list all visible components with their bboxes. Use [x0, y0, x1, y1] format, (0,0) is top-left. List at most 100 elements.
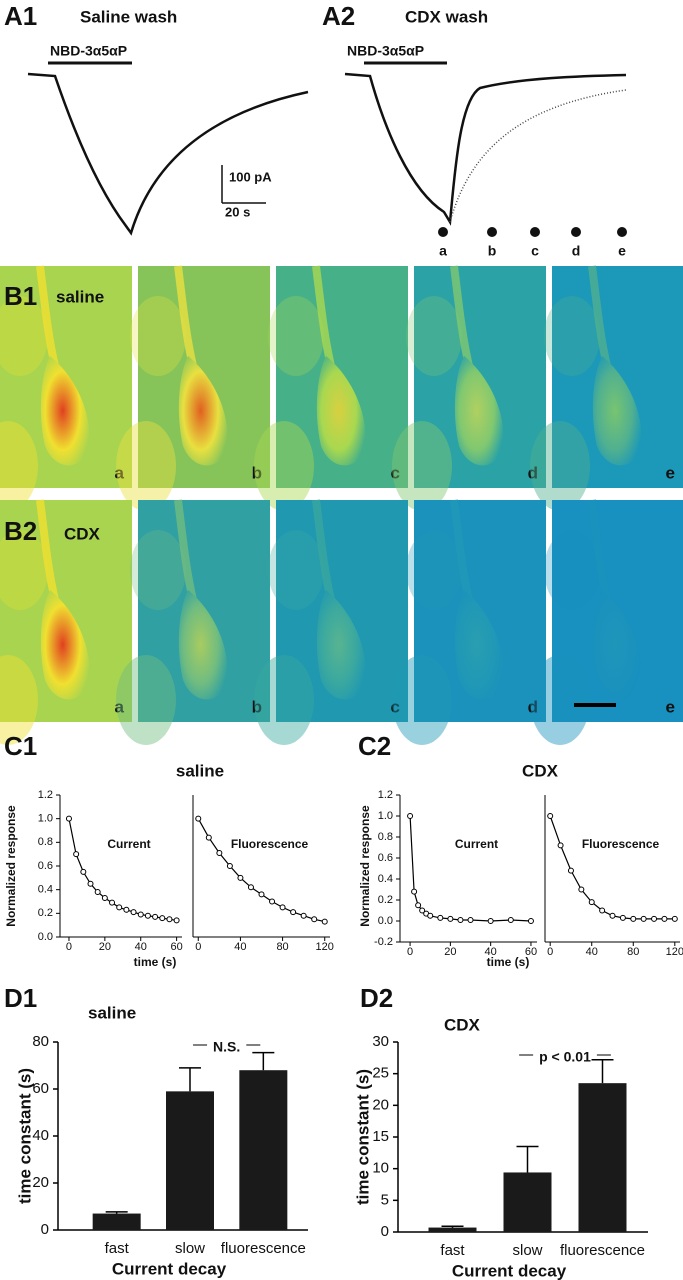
- data-point: [290, 909, 297, 916]
- y-tick-label: 0.0: [378, 915, 393, 927]
- data-point: [144, 912, 151, 919]
- image-frame: c: [254, 265, 408, 511]
- panel-title: CDX: [64, 524, 101, 543]
- neighbour-cell: [116, 421, 176, 511]
- y-tick-label: 60: [32, 1080, 49, 1097]
- panel-label: C1: [4, 731, 37, 761]
- data-point: [73, 851, 80, 858]
- x-axis-label: Current decay: [452, 1261, 567, 1280]
- y-tick-label: 1.2: [378, 789, 393, 801]
- data-point: [216, 849, 223, 856]
- x-tick-label: 80: [627, 946, 639, 958]
- image-frame: e: [530, 265, 683, 511]
- panel-label: C2: [358, 731, 391, 761]
- neurite: [174, 265, 197, 367]
- data-point: [80, 868, 87, 875]
- x-tick-label: fast: [105, 1240, 130, 1257]
- cell-body: [40, 590, 90, 700]
- data-point: [419, 907, 426, 914]
- cell-body: [178, 590, 228, 700]
- data-point: [609, 912, 616, 919]
- data-point: [671, 915, 678, 922]
- x-axis-label: time (s): [487, 955, 530, 969]
- time-point-label: d: [572, 243, 581, 259]
- panel-title: saline: [176, 761, 224, 780]
- time-point-dot: [530, 227, 540, 237]
- data-point: [258, 891, 265, 898]
- neighbour-cell: [530, 655, 590, 745]
- data-point: [640, 915, 647, 922]
- current-trace-saline: [449, 89, 627, 223]
- time-point-dot: [438, 227, 448, 237]
- data-point: [527, 918, 534, 924]
- frame-label: d: [528, 697, 538, 716]
- x-tick-label: 120: [666, 946, 683, 958]
- x-tick-label: 60: [170, 941, 182, 953]
- image-frame: e: [530, 499, 683, 745]
- current-trace: [344, 72, 627, 226]
- y-tick-label: 1.0: [378, 810, 393, 822]
- frame-label: d: [528, 463, 538, 482]
- panel-label: D1: [4, 983, 37, 1013]
- data-point: [247, 884, 254, 891]
- bar: [92, 1213, 141, 1230]
- neighbour-cell: [544, 530, 600, 610]
- y-tick-label: 5: [381, 1191, 389, 1208]
- y-axis-label: Normalized response: [358, 805, 372, 927]
- neurite: [450, 499, 473, 601]
- y-tick-label: 1.2: [38, 789, 53, 801]
- y-axis-label: Normalized response: [4, 805, 18, 927]
- frame-label: b: [252, 697, 262, 716]
- x-tick-label: 20: [99, 941, 111, 953]
- neighbour-cell: [268, 530, 324, 610]
- bar: [239, 1070, 288, 1230]
- data-point: [109, 899, 116, 906]
- data-point: [269, 898, 276, 905]
- data-point: [487, 918, 494, 924]
- cell-body: [178, 356, 228, 466]
- panel-label: A2: [322, 1, 355, 31]
- data-point: [237, 874, 244, 881]
- drug-label: NBD-3α5αP: [347, 43, 424, 59]
- neighbour-cell: [130, 530, 186, 610]
- image-frame: d: [392, 499, 546, 745]
- y-tick-label: 0.8: [378, 831, 393, 843]
- x-tick-label: fluorescence: [560, 1242, 645, 1259]
- fit-line: [68, 818, 177, 921]
- data-point: [130, 909, 137, 916]
- data-point: [411, 888, 418, 895]
- neighbour-cell: [406, 296, 462, 376]
- data-point: [226, 863, 233, 869]
- x-tick-label: 0: [547, 946, 553, 958]
- panel-label: B2: [4, 516, 37, 546]
- x-axis-label: Current decay: [112, 1259, 227, 1278]
- y-tick-label: 0.8: [38, 836, 53, 848]
- cell-body: [40, 356, 90, 466]
- time-point-label: e: [618, 243, 626, 259]
- time-point-label: b: [488, 243, 497, 259]
- x-tick-label: slow: [512, 1242, 542, 1259]
- image-frame: b: [116, 499, 270, 745]
- data-point: [166, 916, 173, 923]
- panel-title: CDX: [522, 761, 559, 780]
- neighbour-cell: [0, 421, 38, 511]
- frame-label: e: [666, 463, 675, 482]
- data-point: [651, 915, 658, 922]
- data-point: [437, 914, 444, 921]
- image-frame: d: [392, 265, 546, 511]
- cell-body: [454, 356, 504, 466]
- x-tick-label: 40: [234, 941, 246, 953]
- y-tick-label: -0.2: [374, 936, 393, 948]
- panel-label: B1: [4, 281, 37, 311]
- panel-label: D2: [360, 983, 393, 1013]
- data-point: [507, 916, 514, 923]
- bar: [578, 1083, 627, 1232]
- y-tick-label: 25: [372, 1065, 389, 1082]
- data-point: [195, 815, 202, 822]
- y-axis-label: time constant (s): [15, 1068, 34, 1204]
- data-point: [588, 899, 595, 906]
- y-tick-label: 0.2: [378, 894, 393, 906]
- y-tick-label: 20: [372, 1096, 389, 1113]
- frame-label: e: [666, 697, 675, 716]
